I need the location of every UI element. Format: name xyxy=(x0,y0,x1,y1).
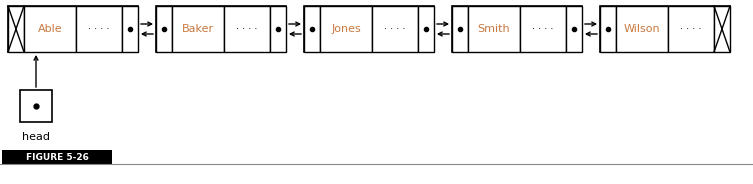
Bar xyxy=(122,6,138,52)
Bar xyxy=(452,6,468,52)
Bar xyxy=(600,6,730,52)
Text: Able: Able xyxy=(38,24,62,34)
Text: · · · ·: · · · · xyxy=(384,24,406,34)
Bar xyxy=(452,6,582,52)
Text: · · · ·: · · · · xyxy=(680,24,702,34)
Bar xyxy=(304,6,320,52)
Bar xyxy=(616,6,668,52)
Bar xyxy=(520,6,566,52)
Text: · · · ·: · · · · xyxy=(532,24,553,34)
Text: Jones: Jones xyxy=(331,24,361,34)
Bar xyxy=(8,6,24,52)
Bar xyxy=(600,6,616,52)
Bar xyxy=(76,6,122,52)
Text: Baker: Baker xyxy=(182,24,214,34)
Bar xyxy=(468,6,520,52)
Bar xyxy=(156,6,286,52)
Bar xyxy=(418,6,434,52)
Bar xyxy=(372,6,418,52)
Text: head: head xyxy=(22,132,50,142)
Text: · · · ·: · · · · xyxy=(236,24,258,34)
Text: Smith: Smith xyxy=(477,24,511,34)
Bar xyxy=(714,6,730,52)
Bar xyxy=(224,6,270,52)
Text: Wilson: Wilson xyxy=(623,24,660,34)
Bar xyxy=(566,6,582,52)
Bar xyxy=(172,6,224,52)
Text: · · · ·: · · · · xyxy=(88,24,110,34)
Bar xyxy=(20,90,52,122)
Bar xyxy=(8,6,138,52)
Bar xyxy=(156,6,172,52)
Bar xyxy=(24,6,76,52)
Text: FIGURE 5-26: FIGURE 5-26 xyxy=(26,153,88,162)
Bar xyxy=(270,6,286,52)
Bar xyxy=(320,6,372,52)
Bar xyxy=(2,150,112,164)
Bar xyxy=(668,6,714,52)
Bar xyxy=(304,6,434,52)
